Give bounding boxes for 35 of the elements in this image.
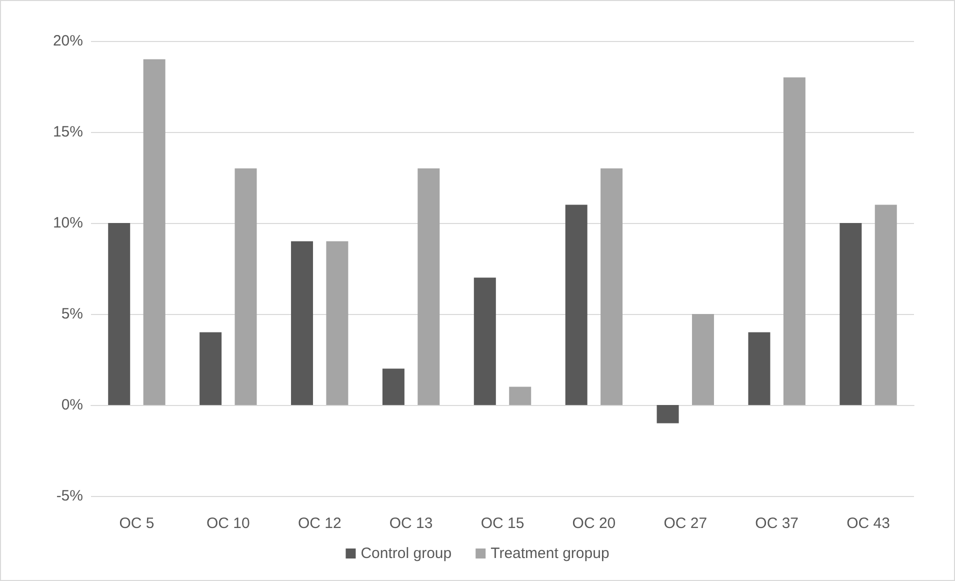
y-tick-label: 5% (61, 306, 83, 322)
bar (234, 168, 257, 405)
y-tick-label: -5% (56, 488, 83, 504)
bar (474, 278, 496, 405)
x-tick-label: OC 10 (206, 515, 250, 532)
bar (326, 241, 348, 405)
y-tick-label: 20% (52, 32, 83, 50)
bar (291, 241, 314, 405)
y-tick-label: 15% (52, 124, 83, 140)
x-tick-label: OC 37 (755, 515, 799, 532)
bar (840, 223, 862, 405)
bar (692, 314, 714, 405)
bar (418, 168, 440, 405)
legend-label: Treatment gropup (490, 545, 610, 562)
bar (382, 368, 404, 405)
x-tick-label: OC 13 (389, 515, 433, 532)
x-tick-label: OC 43 (846, 515, 890, 532)
bar (509, 386, 532, 405)
bar (748, 332, 770, 405)
x-tick-label: OC 5 (119, 515, 154, 532)
bar (200, 332, 222, 405)
bar (565, 204, 588, 405)
x-tick-label: OC 15 (480, 515, 524, 532)
bar (108, 223, 130, 405)
bar (783, 77, 806, 405)
y-tick-label: 0% (61, 396, 83, 414)
bar (656, 405, 679, 424)
x-tick-label: OC 20 (572, 515, 616, 532)
legend-label: Control group (360, 545, 452, 562)
y-tick-label: 10% (52, 214, 83, 232)
x-tick-label: OC 12 (298, 515, 342, 532)
bar (143, 59, 166, 405)
bar (874, 204, 897, 405)
x-tick-label: OC 27 (664, 515, 708, 532)
bar (600, 168, 623, 405)
